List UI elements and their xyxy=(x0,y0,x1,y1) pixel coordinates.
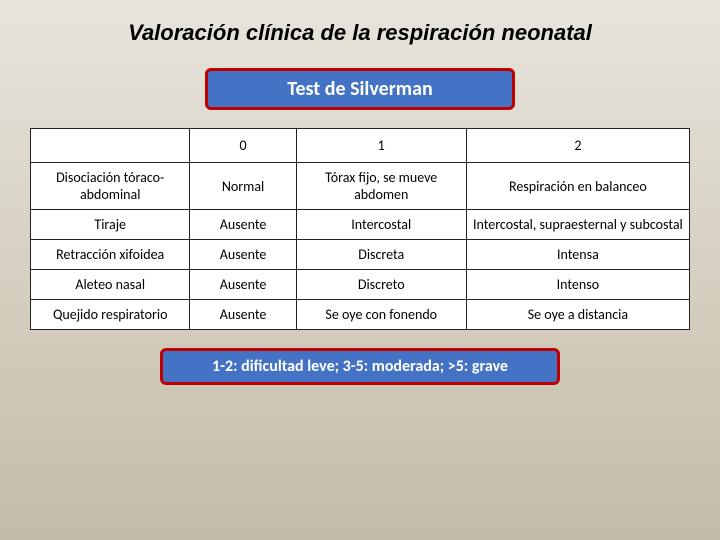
col-header-1: 1 xyxy=(296,129,466,163)
col-header-2: 2 xyxy=(466,129,689,163)
cell: Se oye a distancia xyxy=(466,300,689,330)
table-row: Aleteo nasal Ausente Discreto Intenso xyxy=(31,270,690,300)
table-row: Disociación tóraco-abdominal Normal Tóra… xyxy=(31,163,690,210)
cell: Ausente xyxy=(190,270,296,300)
cell: Intercostal, supraesternal y subcostal xyxy=(466,210,689,240)
cell: Intensa xyxy=(466,240,689,270)
table-row: Quejido respiratorio Ausente Se oye con … xyxy=(31,300,690,330)
table-corner-cell xyxy=(31,129,190,163)
cell: Normal xyxy=(190,163,296,210)
col-header-0: 0 xyxy=(190,129,296,163)
cell: Intercostal xyxy=(296,210,466,240)
row-label: Disociación tóraco-abdominal xyxy=(31,163,190,210)
subtitle-box: Test de Silverman xyxy=(205,68,515,110)
cell: Ausente xyxy=(190,240,296,270)
table-row: Tiraje Ausente Intercostal Intercostal, … xyxy=(31,210,690,240)
footer-text: 1-2: dificultad leve; 3-5: moderada; >5:… xyxy=(212,357,508,376)
table-row: Retracción xifoidea Ausente Discreta Int… xyxy=(31,240,690,270)
footer-box: 1-2: dificultad leve; 3-5: moderada; >5:… xyxy=(160,348,560,385)
cell: Discreta xyxy=(296,240,466,270)
cell: Discreto xyxy=(296,270,466,300)
row-label: Retracción xifoidea xyxy=(31,240,190,270)
silverman-table: 0 1 2 Disociación tóraco-abdominal Norma… xyxy=(30,128,690,330)
row-label: Quejido respiratorio xyxy=(31,300,190,330)
cell: Tórax fijo, se mueve abdomen xyxy=(296,163,466,210)
cell: Ausente xyxy=(190,300,296,330)
cell: Se oye con fonendo xyxy=(296,300,466,330)
row-label: Aleteo nasal xyxy=(31,270,190,300)
cell: Ausente xyxy=(190,210,296,240)
page-title: Valoración clínica de la respiración neo… xyxy=(30,20,690,46)
subtitle-text: Test de Silverman xyxy=(287,77,432,101)
cell: Intenso xyxy=(466,270,689,300)
cell: Respiración en balanceo xyxy=(466,163,689,210)
table-header-row: 0 1 2 xyxy=(31,129,690,163)
row-label: Tiraje xyxy=(31,210,190,240)
